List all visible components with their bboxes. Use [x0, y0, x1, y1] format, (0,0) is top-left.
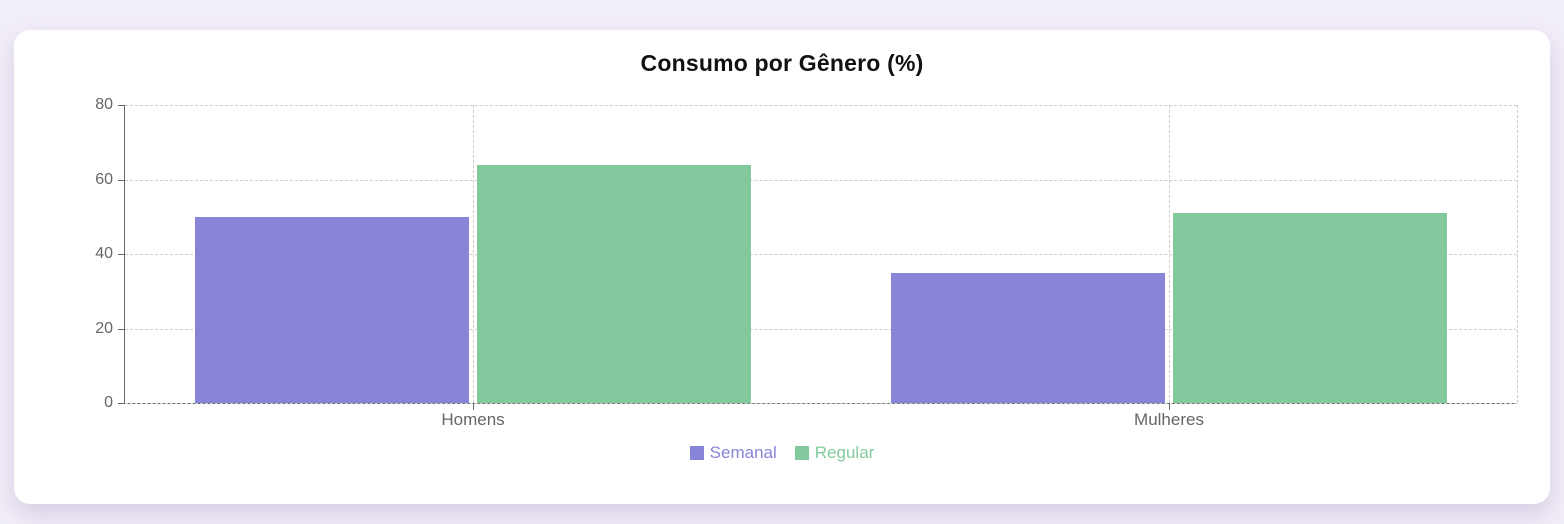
y-tick-label: 0: [104, 394, 113, 411]
h-gridline: [125, 328, 1517, 330]
legend-swatch-semanal: [689, 446, 704, 460]
legend-label: Semanal: [709, 443, 777, 462]
y-axis-tick: [118, 403, 125, 404]
x-tick-label: Homens: [441, 410, 505, 429]
plot-area: 0 20 40 60 80 Homens Mulheres: [95, 96, 1518, 429]
bar-semanal-homens[interactable]: [194, 216, 469, 403]
v-gridline: [1169, 105, 1170, 403]
v-gridline: [1517, 105, 1518, 403]
chart-card: Consumo por Gênero (%) 0 20 40 60 80 Homens Mu…: [14, 30, 1550, 504]
bar-regular-homens[interactable]: [477, 164, 752, 403]
x-tick-label: Mulheres: [1134, 410, 1204, 429]
h-gridline: [125, 179, 1517, 181]
legend-item-regular[interactable]: Regular: [794, 443, 875, 463]
y-axis-tick: [118, 254, 125, 255]
h-gridline: [125, 105, 1517, 106]
bar-regular-mulheres[interactable]: [1173, 213, 1448, 403]
y-tick-label: 60: [95, 170, 113, 188]
y-axis-tick: [118, 179, 125, 181]
y-tick-label: 80: [95, 96, 113, 113]
x-axis-tick: [473, 403, 474, 410]
x-axis-tick: [1169, 403, 1170, 410]
v-gridline: [473, 105, 474, 403]
legend-swatch-regular: [794, 446, 809, 460]
legend-item-semanal[interactable]: Semanal: [689, 443, 777, 463]
chart-title: Consumo por Gênero (%): [640, 50, 924, 76]
legend: Semanal Regular: [14, 443, 1550, 463]
y-axis-tick: [118, 105, 125, 106]
h-gridline: [125, 254, 1517, 255]
legend-label: Regular: [814, 443, 875, 462]
y-tick-label: 40: [95, 245, 113, 262]
h-gridline: [125, 403, 1517, 404]
y-axis-tick: [118, 328, 125, 330]
bar-semanal-mulheres[interactable]: [890, 272, 1165, 403]
y-tick-label: 20: [95, 319, 113, 337]
